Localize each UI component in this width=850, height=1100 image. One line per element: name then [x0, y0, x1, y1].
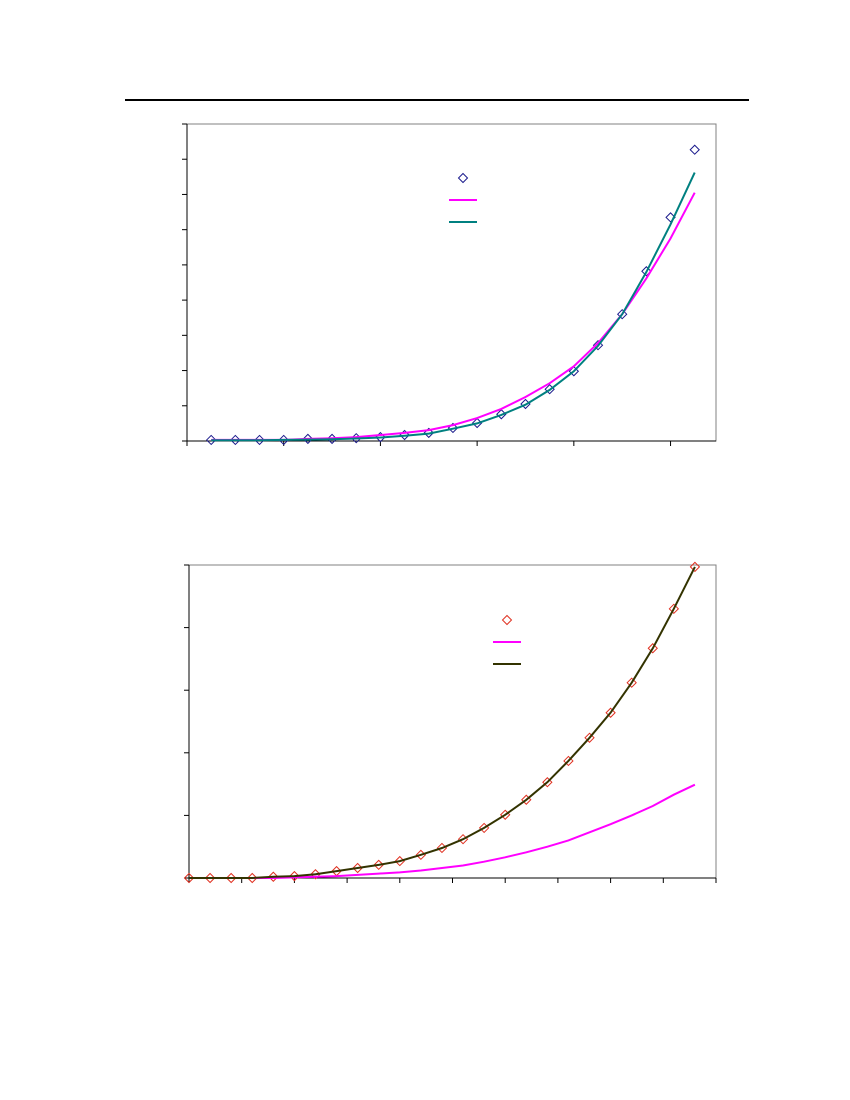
legend-marker	[457, 172, 469, 184]
legend-marker	[501, 614, 513, 626]
data-line	[211, 192, 696, 441]
data-point	[584, 732, 595, 743]
data-point	[225, 872, 237, 884]
data-point	[302, 433, 314, 445]
data-point	[278, 434, 289, 446]
data-line	[189, 783, 696, 879]
data-point	[689, 561, 701, 573]
data-point	[668, 603, 680, 615]
data-line	[211, 172, 696, 442]
data-point	[689, 144, 700, 155]
data-point	[592, 339, 604, 351]
data-point	[605, 707, 616, 718]
plot-frame	[186, 123, 717, 442]
data-point	[205, 434, 217, 446]
data-point	[289, 870, 300, 882]
plot-frame	[188, 564, 717, 879]
data-point	[626, 677, 637, 688]
data-point	[254, 434, 265, 446]
data-point	[352, 862, 363, 874]
data-point	[204, 872, 216, 884]
data-point	[183, 872, 195, 884]
data-point	[310, 869, 321, 880]
data-point	[568, 366, 580, 377]
data-line	[189, 566, 696, 879]
data-point	[563, 755, 574, 767]
data-point	[268, 871, 279, 882]
data-point	[616, 308, 628, 320]
data-point	[647, 643, 658, 654]
data-point	[247, 872, 258, 884]
data-point	[542, 777, 553, 788]
data-point	[230, 434, 241, 446]
data-point	[641, 266, 652, 277]
